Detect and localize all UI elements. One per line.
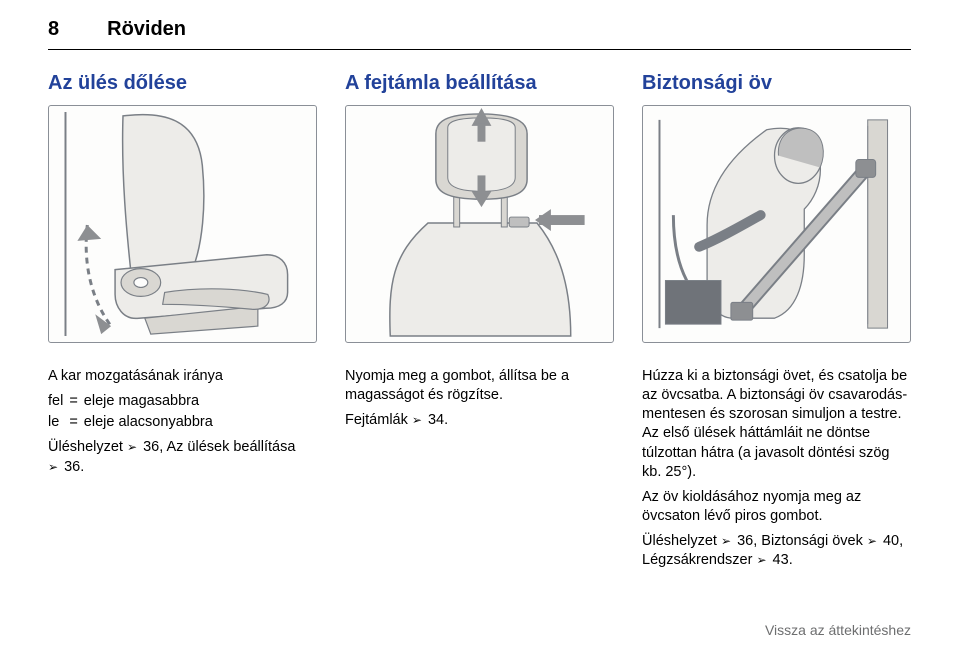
illus-headrest — [345, 105, 614, 343]
col-seat-tilt: Az ülés dőlése — [48, 72, 317, 576]
caption-lever-direction: A kar mozgatásának iránya — [48, 367, 317, 386]
xref-seat-adjust[interactable]: 36 — [48, 459, 80, 475]
heading-seatbelt: Biztonsági öv — [642, 72, 911, 95]
def-up-eq: = — [69, 392, 77, 411]
heading-seat-tilt: Az ülés dőlése — [48, 72, 317, 95]
back-to-overview-link[interactable]: Vissza az áttekintéshez — [765, 622, 911, 638]
illus-seatbelt — [642, 105, 911, 343]
def-up-term: fel — [48, 392, 63, 411]
chapter-title: Röviden — [107, 18, 186, 41]
xref-airbag[interactable]: 43 — [756, 552, 788, 568]
def-down-desc: eleje alacsonyabbra — [84, 413, 317, 432]
page-number: 8 — [48, 18, 59, 41]
seat-refs: Üléshelyzet 36, Az ülések beállítása 36. — [48, 438, 317, 476]
heading-headrest: A fejtámla beállítása — [345, 72, 614, 95]
xref-seatbelts[interactable]: 40 — [867, 533, 899, 549]
lever-direction-list: fel = eleje magasabbra le = eleje alacso… — [48, 392, 317, 432]
headrest-instr: Nyomja meg a gombot, állítsa be a magass… — [345, 367, 614, 405]
xref-headrests[interactable]: 34 — [412, 412, 444, 428]
def-down-eq: = — [69, 413, 77, 432]
headrest-ref: Fejtámlák 34. — [345, 411, 614, 430]
illus-seat-tilt — [48, 105, 317, 343]
xref-seat-position-2[interactable]: 36 — [721, 533, 753, 549]
seatbelt-p2: Az öv kioldásához nyomja meg az övcsaton… — [642, 488, 911, 526]
col-seatbelt: Biztonsági öv — [642, 72, 911, 576]
def-up-desc: eleje magasabbra — [84, 392, 317, 411]
col-headrest: A fejtámla beállítása — [345, 72, 614, 576]
def-down-term: le — [48, 413, 63, 432]
xref-seat-position[interactable]: 36 — [127, 439, 159, 455]
content-columns: Az ülés dőlése — [48, 72, 911, 576]
seatbelt-p1: Húzza ki a biztonsági övet, és csatolja … — [642, 367, 911, 482]
seatbelt-refs: Üléshelyzet 36, Biztonsági övek 40, Légz… — [642, 532, 911, 570]
